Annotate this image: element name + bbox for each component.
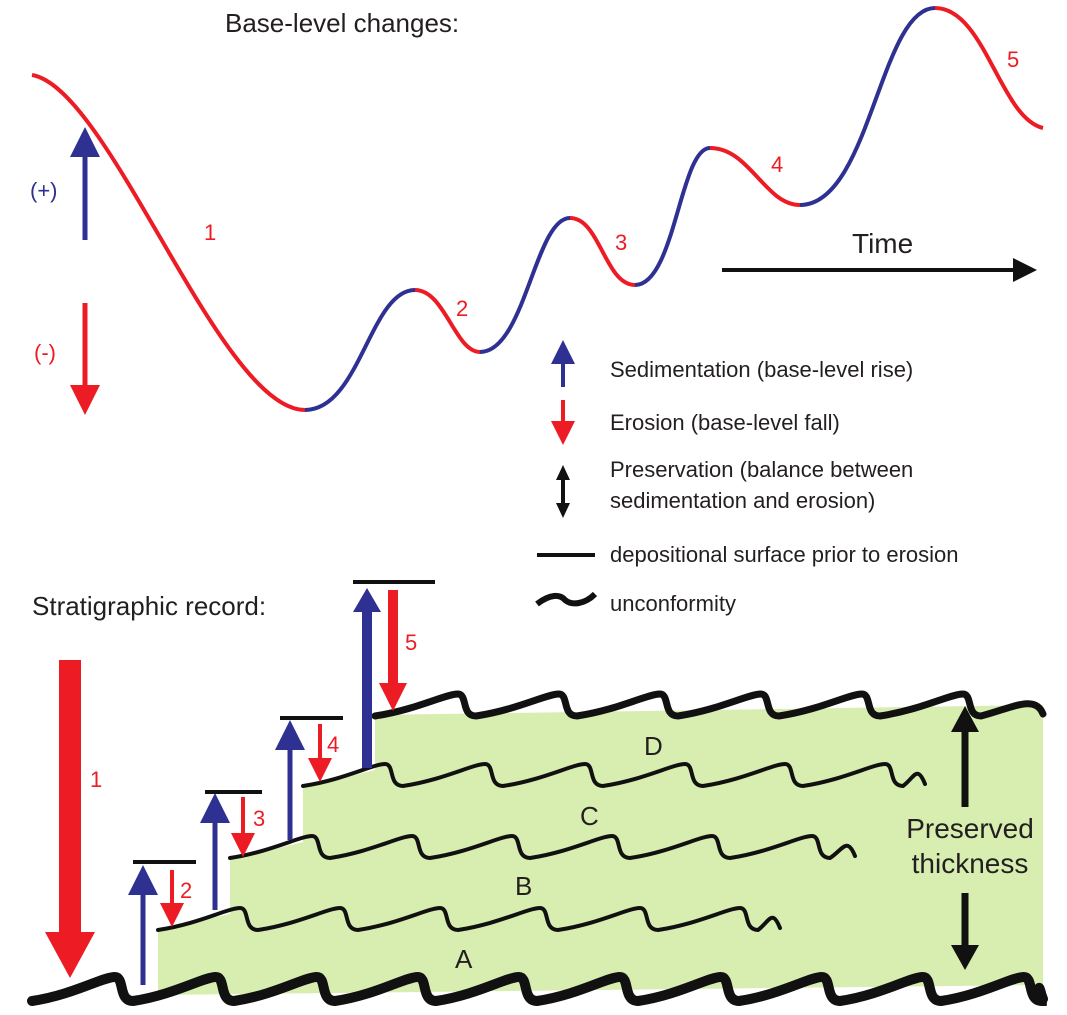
sedimentation-arrow-5	[362, 610, 372, 768]
curve-label-3: 3	[615, 230, 627, 255]
unconformity-icon	[535, 591, 598, 607]
curve-label-2: 2	[456, 296, 468, 321]
sediment-fill	[158, 705, 1043, 995]
unconformity-c-d	[301, 761, 927, 789]
base-level-curve	[31, 6, 1044, 412]
strat-label-2: 2	[180, 878, 192, 903]
curve-rise-3	[634, 146, 711, 287]
unconformity-a-b	[156, 905, 782, 933]
plus-label: (+)	[30, 178, 58, 203]
legend-erosion: Erosion (base-level fall)	[610, 410, 840, 435]
curve-fall-4	[709, 146, 801, 207]
preservation-arrow-icon	[556, 465, 570, 518]
erosion-arrow-5	[388, 590, 398, 685]
preserved-label-2: thickness	[912, 848, 1029, 879]
base-level-title: Base-level changes:	[225, 8, 459, 38]
curve-rise-4	[799, 6, 936, 207]
strat-label-5: 5	[405, 630, 417, 655]
curve-fall-2	[414, 288, 481, 354]
unconformity-base	[27, 971, 1048, 1007]
strat-label-3: 3	[253, 806, 265, 831]
stratigraphic-title: Stratigraphic record:	[32, 591, 266, 621]
legend-surface: depositional surface prior to erosion	[610, 542, 959, 567]
unconformity-top	[371, 690, 1047, 720]
curve-label-4: 4	[771, 152, 783, 177]
event-arrows	[45, 580, 435, 985]
curve-label-5: 5	[1007, 47, 1019, 72]
strat-label-4: 4	[327, 732, 339, 757]
curve-fall-5	[934, 6, 1044, 130]
legend-unconformity: unconformity	[610, 591, 736, 616]
unit-d-label: D	[644, 731, 663, 761]
time-label: Time	[852, 228, 913, 259]
curve-rise-2	[479, 216, 571, 354]
unconformity-b-c	[228, 833, 857, 861]
unit-a-label: A	[455, 944, 473, 974]
strat-label-1: 1	[90, 767, 102, 792]
curve-fall-1	[31, 73, 306, 412]
curve-fall-3	[569, 216, 636, 287]
unit-b-label: B	[515, 871, 532, 901]
unit-c-label: C	[580, 801, 599, 831]
curve-rise-1	[304, 288, 416, 412]
preserved-thickness-arrow-icon	[951, 706, 979, 970]
legend-preservation-1: Preservation (balance between	[610, 457, 913, 482]
preserved-label-1: Preserved	[906, 813, 1034, 844]
curve-label-1: 1	[204, 220, 216, 245]
legend-sedimentation: Sedimentation (base-level rise)	[610, 357, 913, 382]
erosion-arrow-1	[59, 660, 81, 935]
legend: Sedimentation (base-level rise) Erosion …	[535, 340, 959, 616]
legend-preservation-2: sedimentation and erosion)	[610, 488, 875, 513]
minus-label: (-)	[34, 340, 56, 365]
